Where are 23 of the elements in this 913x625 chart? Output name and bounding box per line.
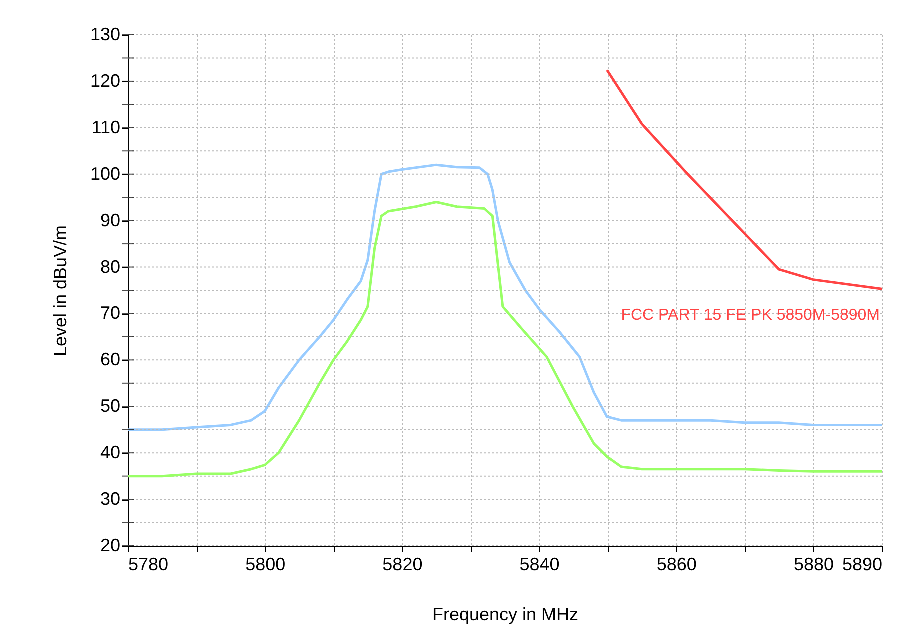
- x-tick-label: 5880: [794, 554, 834, 574]
- x-tick-label: 5820: [382, 554, 423, 574]
- y-tick-label: 100: [90, 164, 120, 184]
- y-axis-title: Level in dBuV/m: [50, 225, 70, 357]
- x-tick-label: 5780: [128, 554, 169, 574]
- y-tick-label: 130: [90, 24, 120, 44]
- x-tick-label: 5860: [656, 554, 697, 574]
- y-tick-label: 70: [100, 303, 120, 324]
- y-tick-label: 110: [92, 117, 120, 138]
- x-tick-label: 5890: [842, 554, 882, 574]
- y-tick-label: 120: [90, 70, 120, 91]
- series-label: FCC PART 15 FE PK 5850M-5890M: [621, 307, 880, 324]
- x-axis-title: Frequency in MHz: [432, 604, 579, 624]
- line-series: [606, 70, 882, 290]
- y-tick-label: 20: [100, 536, 120, 556]
- x-tick-label: 5800: [246, 554, 286, 574]
- y-tick-label: 40: [100, 442, 120, 463]
- y-tick-label: 60: [100, 350, 120, 370]
- y-tick-label: 90: [100, 210, 120, 230]
- y-tick-label: 80: [100, 256, 120, 277]
- y-tick-label: 30: [100, 489, 120, 510]
- y-tick-label: 50: [100, 396, 120, 416]
- x-tick-label: 5840: [520, 554, 560, 574]
